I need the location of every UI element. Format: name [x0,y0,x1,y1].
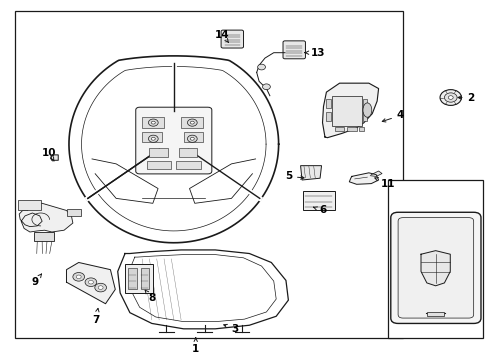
FancyBboxPatch shape [283,41,305,59]
Circle shape [73,273,84,281]
Text: 1: 1 [192,338,199,354]
Bar [142,117,163,128]
Text: 3: 3 [224,324,238,334]
Circle shape [151,137,155,140]
Circle shape [85,278,97,287]
Circle shape [439,90,461,105]
Circle shape [447,96,452,99]
Circle shape [262,84,270,90]
Circle shape [190,137,194,140]
Text: 7: 7 [92,309,99,325]
Bar [326,112,330,121]
Polygon shape [118,250,288,329]
Circle shape [187,119,197,126]
Text: 12: 12 [437,276,461,289]
Circle shape [98,286,103,289]
Bar [142,132,161,142]
Bar [181,117,203,128]
Bar [66,209,81,216]
Text: 11: 11 [374,178,395,189]
Text: 2: 2 [457,93,474,103]
Text: 14: 14 [215,30,229,42]
Bar [15,12,402,338]
Bar [128,268,137,289]
Text: 6: 6 [313,206,325,216]
Polygon shape [66,262,115,304]
Bar [178,148,197,157]
Text: 5: 5 [284,171,304,181]
Circle shape [95,283,106,292]
Circle shape [187,135,197,142]
FancyBboxPatch shape [390,212,480,323]
Circle shape [148,119,158,126]
FancyBboxPatch shape [397,218,473,318]
Circle shape [190,121,194,124]
Bar [149,148,167,157]
Bar [346,127,356,131]
Polygon shape [322,83,378,138]
Bar [183,132,203,142]
Text: 4: 4 [382,111,404,122]
Polygon shape [69,56,278,243]
Text: 9: 9 [31,274,41,287]
Bar [34,232,54,241]
Bar [426,312,444,316]
Ellipse shape [362,103,371,117]
Bar [326,99,330,108]
Polygon shape [348,173,378,184]
Circle shape [444,93,456,102]
Circle shape [151,121,155,124]
Bar [141,268,149,289]
Text: 10: 10 [42,148,57,161]
Bar [331,96,361,126]
Circle shape [148,135,158,142]
Circle shape [257,64,265,70]
Bar [176,161,200,168]
Bar [147,161,171,168]
Text: 8: 8 [145,290,155,303]
Text: 13: 13 [304,48,324,58]
Bar [125,264,153,293]
Circle shape [88,280,93,284]
Bar [303,191,334,211]
Polygon shape [369,171,381,176]
Bar [387,180,483,338]
FancyBboxPatch shape [136,107,211,174]
Polygon shape [51,155,58,160]
Bar [362,112,366,121]
Bar [362,99,366,108]
Polygon shape [420,251,449,286]
Bar [334,127,344,131]
Circle shape [76,275,81,279]
Polygon shape [300,166,321,180]
Bar [18,200,41,211]
Polygon shape [19,203,73,232]
Bar [358,127,363,131]
FancyBboxPatch shape [221,30,243,48]
